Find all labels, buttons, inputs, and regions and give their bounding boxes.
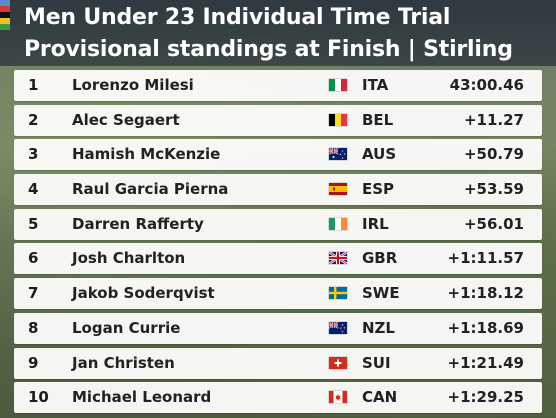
time-gap: +1:18.69 <box>447 318 524 337</box>
italy-flag-icon <box>329 79 347 91</box>
nation-code: SWE <box>362 284 400 303</box>
standings-row: 10 Michael Leonard CAN +1:29.25 <box>14 382 542 414</box>
time-gap: +11.27 <box>463 110 524 129</box>
position: 5 <box>28 214 39 233</box>
rider-name: Michael Leonard <box>72 388 212 407</box>
new-zealand-flag-icon <box>329 321 347 334</box>
standings-subtitle: Provisional standings at Finish | Stirli… <box>24 37 513 62</box>
nation-code: SUI <box>362 353 391 372</box>
position: 4 <box>28 180 39 199</box>
nation-code: IRL <box>362 214 389 233</box>
sweden-flag-icon <box>329 287 347 300</box>
position: 2 <box>28 110 39 129</box>
standings-row: 3 Hamish McKenzie AUS +50.79 <box>14 139 542 171</box>
position: 1 <box>28 76 39 94</box>
nation-code: AUS <box>362 145 397 164</box>
standings-row: 8 Logan Currie NZL +1:18.69 <box>14 312 542 344</box>
nation-code: NZL <box>362 318 395 337</box>
ireland-flag-icon <box>329 217 347 230</box>
time-gap: +1:18.12 <box>447 284 524 303</box>
position: 8 <box>28 318 39 337</box>
standings-row: 7 Jakob Soderqvist SWE +1:18.12 <box>14 278 542 310</box>
standings-row: 2 Alec Segaert BEL +11.27 <box>14 104 542 136</box>
title-banner: Men Under 23 Individual Time Trial Provi… <box>0 0 556 66</box>
time-gap: +50.79 <box>463 145 524 164</box>
nation-code: GBR <box>362 249 398 268</box>
nation-code: ESP <box>362 180 395 199</box>
rider-name: Darren Rafferty <box>72 214 204 233</box>
position: 3 <box>28 145 39 164</box>
nation-code: BEL <box>362 110 394 129</box>
position: 10 <box>28 388 49 407</box>
position: 7 <box>28 284 39 303</box>
rider-name: Jakob Soderqvist <box>72 284 215 303</box>
standings-row: 5 Darren Rafferty IRL +56.01 <box>14 208 542 240</box>
time-gap: +56.01 <box>463 214 524 233</box>
canada-flag-icon <box>329 391 347 404</box>
rider-name: Josh Charlton <box>72 249 186 268</box>
rider-name: Logan Currie <box>72 318 181 337</box>
finish-time: 43:00.46 <box>449 76 524 94</box>
uk-flag-icon <box>329 252 347 265</box>
standings-row: 1 Lorenzo Milesi ITA 43:00.46 <box>14 70 542 101</box>
time-gap: +1:21.49 <box>447 353 524 372</box>
standings-row: 4 Raul Garcia Pierna ESP +53.59 <box>14 174 542 206</box>
rider-name: Jan Christen <box>72 353 175 372</box>
standings-row: 6 Josh Charlton GBR +1:11.57 <box>14 243 542 275</box>
time-gap: +1:29.25 <box>447 388 524 407</box>
race-title: Men Under 23 Individual Time Trial <box>24 5 451 30</box>
spain-flag-icon <box>329 183 347 196</box>
nation-code: ITA <box>362 76 389 94</box>
belgium-flag-icon <box>329 113 347 126</box>
switzerland-flag-icon <box>329 356 347 369</box>
time-gap: +1:11.57 <box>447 249 524 268</box>
rider-name: Lorenzo Milesi <box>72 76 194 94</box>
australia-flag-icon <box>329 148 347 161</box>
rider-name: Hamish McKenzie <box>72 145 221 164</box>
position: 6 <box>28 249 39 268</box>
rider-name: Alec Segaert <box>72 110 180 129</box>
rider-name: Raul Garcia Pierna <box>72 180 229 199</box>
rainbow-stripes-icon <box>0 0 10 30</box>
time-gap: +53.59 <box>463 180 524 199</box>
position: 9 <box>28 353 39 372</box>
standings-table: 1 Lorenzo Milesi ITA 43:00.46 2 Alec Seg… <box>14 70 542 417</box>
nation-code: CAN <box>362 388 398 407</box>
standings-row: 9 Jan Christen SUI +1:21.49 <box>14 347 542 379</box>
